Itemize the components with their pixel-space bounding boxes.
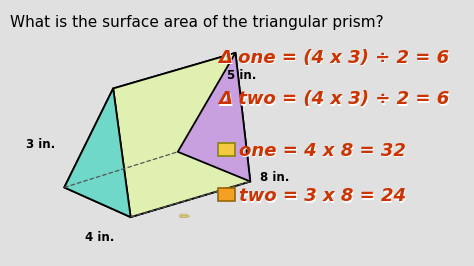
Text: 4 in.: 4 in.: [84, 231, 114, 244]
Text: Δ two = (4 x 3) ÷ 2 = 6: Δ two = (4 x 3) ÷ 2 = 6: [218, 90, 449, 109]
Text: What is the surface area of the triangular prism?: What is the surface area of the triangul…: [10, 15, 384, 30]
Text: one = 4 x 8 = 32: one = 4 x 8 = 32: [240, 143, 407, 161]
Polygon shape: [113, 53, 250, 217]
Text: 8 in.: 8 in.: [260, 171, 289, 184]
Text: Δ one = (4 x 3) ÷ 2 = 6: Δ one = (4 x 3) ÷ 2 = 6: [218, 49, 449, 67]
Text: 3 in.: 3 in.: [26, 138, 55, 151]
Text: 5 in.: 5 in.: [227, 69, 256, 82]
Polygon shape: [64, 152, 250, 217]
Polygon shape: [64, 53, 236, 188]
Text: two = 3 x 8 = 24: two = 3 x 8 = 24: [239, 188, 406, 205]
FancyBboxPatch shape: [218, 188, 236, 201]
Text: Δ two = (4 x 3) ÷ 2 = 6: Δ two = (4 x 3) ÷ 2 = 6: [219, 92, 450, 110]
Polygon shape: [64, 89, 131, 217]
Text: two = 3 x 8 = 24: two = 3 x 8 = 24: [240, 189, 407, 207]
Text: ✏: ✏: [179, 210, 191, 224]
Text: one = 4 x 8 = 32: one = 4 x 8 = 32: [239, 142, 406, 160]
Polygon shape: [178, 53, 250, 181]
FancyBboxPatch shape: [218, 143, 236, 156]
Text: Δ one = (4 x 3) ÷ 2 = 6: Δ one = (4 x 3) ÷ 2 = 6: [219, 50, 450, 68]
